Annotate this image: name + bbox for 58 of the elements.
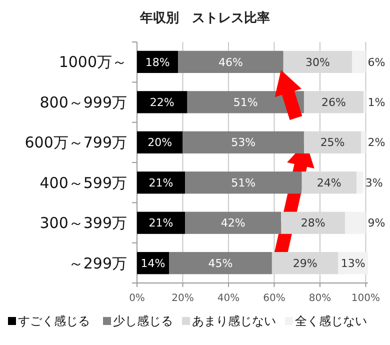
y-tick-label: 300～399万 — [40, 214, 127, 232]
y-tick-label: ～299万 — [68, 254, 127, 272]
data-label: 2% — [368, 136, 386, 150]
data-label: 21% — [148, 216, 174, 230]
data-label: 20% — [148, 136, 172, 150]
bar — [185, 172, 302, 194]
bar — [169, 252, 272, 274]
data-label: 9% — [368, 216, 386, 230]
data-label: 1% — [368, 96, 386, 109]
data-label: 21% — [148, 176, 174, 190]
data-label: 6% — [368, 56, 386, 69]
bar — [356, 172, 364, 194]
bar — [361, 131, 366, 154]
data-label: 30% — [305, 56, 330, 69]
bar — [137, 91, 188, 114]
bar — [352, 50, 366, 73]
bar — [137, 172, 186, 194]
y-tick-label: 1000万～ — [58, 53, 127, 72]
legend-label: すごく感じる — [18, 314, 90, 328]
y-tick-label: 400～599万 — [40, 174, 127, 192]
x-tick-label: 80% — [308, 293, 332, 304]
data-label: 29% — [292, 256, 318, 270]
legend-label: 全く感じない — [295, 314, 367, 328]
data-label: 53% — [231, 136, 256, 150]
bar — [178, 50, 284, 73]
data-label: 42% — [220, 216, 246, 230]
x-tick-label: 60% — [263, 293, 286, 304]
data-label: 14% — [140, 256, 166, 270]
bar — [281, 212, 346, 234]
x-tick-label: 100% — [351, 293, 380, 304]
data-label: 13% — [340, 256, 366, 270]
y-tick-label: 800～999万 — [40, 93, 127, 112]
bar — [302, 172, 357, 194]
bar — [137, 212, 186, 234]
data-label: 26% — [321, 96, 346, 109]
x-tick-label: 0% — [129, 293, 145, 304]
data-label: 24% — [316, 176, 342, 190]
data-label: 25% — [320, 136, 345, 150]
data-label: 28% — [300, 216, 326, 230]
x-tick-label: 40% — [217, 293, 240, 304]
bar — [182, 131, 304, 154]
data-label: 46% — [218, 56, 243, 69]
chart-title: 年収別 ストレス比率 — [139, 10, 270, 26]
bar — [283, 50, 352, 73]
bar — [185, 212, 282, 234]
data-label: 51% — [233, 96, 258, 109]
data-label: 22% — [150, 96, 174, 109]
legend-label: 少し感じる — [113, 314, 173, 328]
legend-label: あまり感じない — [192, 314, 276, 328]
bar — [345, 212, 366, 234]
x-tick-label: 20% — [172, 293, 194, 304]
y-tick-label: 600万～799万 — [24, 134, 127, 152]
data-label: 3% — [365, 176, 383, 190]
data-label: 45% — [208, 256, 233, 270]
bar — [272, 252, 338, 274]
bar — [304, 131, 362, 154]
data-label: 18% — [145, 56, 170, 69]
data-label: 51% — [231, 176, 256, 190]
